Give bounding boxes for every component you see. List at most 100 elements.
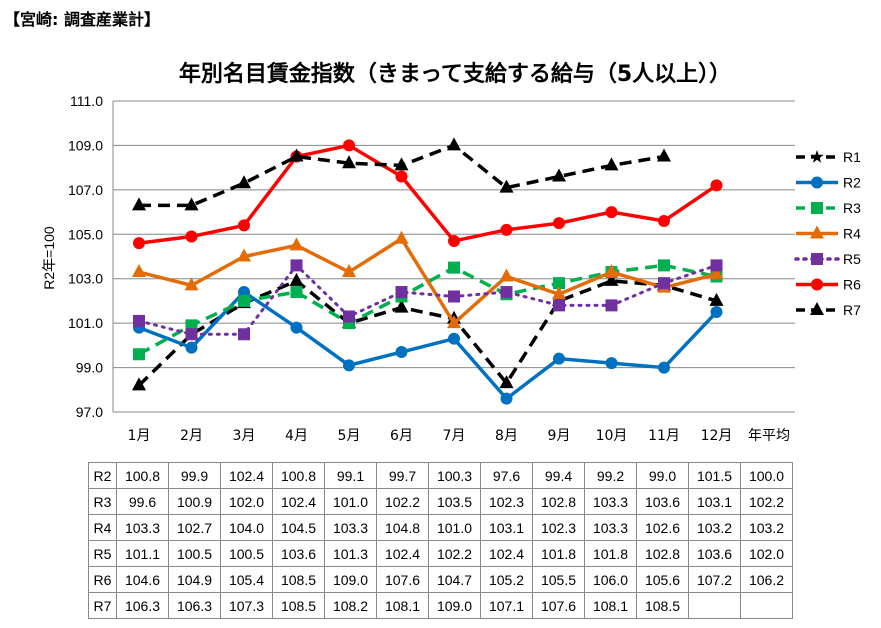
- data-point-R7: [394, 157, 409, 171]
- data-point-R3: [238, 294, 250, 307]
- table-cell: 108.5: [636, 592, 689, 619]
- series-line-R5: [137, 263, 718, 336]
- x-tick-label: 年平均: [748, 428, 790, 444]
- table-cell: 104.7: [428, 566, 481, 593]
- data-point-R7: [657, 148, 671, 162]
- x-tick-label: 10月: [596, 428, 628, 444]
- table-cell: 102.4: [376, 540, 429, 567]
- table-cell: 100.8: [116, 462, 169, 489]
- table-cell: 108.5: [272, 566, 325, 593]
- data-point-R1: [709, 292, 724, 306]
- chart-title: 年別名目賃金指数（きまって支給する給与（5人以上））: [179, 61, 731, 87]
- data-point-R7: [342, 155, 356, 169]
- table-cell: 101.8: [532, 540, 585, 567]
- table-cell: 102.3: [480, 488, 533, 515]
- table-cell: 103.5: [428, 488, 481, 515]
- table-cell: 102.8: [636, 540, 689, 567]
- data-point-R2: [395, 346, 408, 359]
- data-point-R3: [658, 259, 670, 272]
- y-tick-label: 109.0: [68, 137, 103, 153]
- table-cell: 108.2: [324, 592, 377, 619]
- data-point-R5: [395, 286, 408, 299]
- data-point-R7: [184, 197, 199, 211]
- table-cell: 106.0: [584, 566, 637, 593]
- table-cell: 109.0: [428, 592, 481, 619]
- legend-label-R3: R3: [843, 200, 861, 216]
- row-header: R3: [88, 488, 117, 515]
- table-cell: 101.0: [324, 488, 377, 515]
- table-cell: 101.5: [688, 462, 741, 489]
- table-cell: 106.3: [116, 592, 169, 619]
- data-point-R7: [604, 157, 619, 171]
- data-point-R1: [132, 377, 146, 391]
- y-tick-label: 103.0: [68, 271, 103, 287]
- table-cell: 103.3: [584, 488, 637, 515]
- table-cell: 103.6: [272, 540, 325, 567]
- data-point-R6: [553, 217, 565, 230]
- legend-label-R7: R7: [843, 302, 861, 318]
- table-row: R6 104.6 104.9 105.4 108.5 109.0 107.6 104.7 105…: [88, 566, 793, 593]
- y-axis-label: R2年=100: [41, 226, 57, 290]
- data-point-R7: [499, 179, 514, 193]
- data-point-R5: [710, 259, 723, 272]
- x-tick-label: 4月: [285, 428, 308, 444]
- data-point-R7: [132, 197, 146, 211]
- data-point-R6: [500, 223, 513, 236]
- table-cell: 104.0: [220, 514, 273, 541]
- table-cell: 107.6: [376, 566, 429, 593]
- data-point-R4: [394, 230, 409, 244]
- y-tick-label: 99.0: [76, 360, 103, 376]
- line-chart: 年別名目賃金指数（きまって支給する給与（5人以上）） R2年=100 97.0 9…: [41, 61, 861, 444]
- data-point-R6: [395, 170, 408, 183]
- table-cell: 103.1: [480, 514, 533, 541]
- data-point-R6: [185, 230, 198, 243]
- table-cell: 100.9: [168, 488, 221, 515]
- data-point-R6: [343, 139, 355, 152]
- table-cell: 102.8: [532, 488, 585, 515]
- data-point-R1: [604, 272, 619, 286]
- table-cell: 102.2: [428, 540, 481, 567]
- data-point-R5: [343, 310, 355, 323]
- table-cell: 102.4: [220, 462, 273, 489]
- x-tick-label: 7月: [443, 428, 466, 444]
- legend-label-R1: R1: [843, 149, 861, 165]
- table-cell: 102.3: [532, 514, 585, 541]
- y-tick-label: 111.0: [70, 93, 103, 109]
- x-tick-label: 8月: [495, 428, 518, 444]
- legend-marker-R1: [810, 150, 824, 163]
- table-cell: 103.3: [324, 514, 377, 541]
- table-cell: 102.4: [272, 488, 325, 515]
- x-tick-label: 11月: [648, 428, 680, 444]
- data-point-R1: [499, 375, 514, 389]
- data-point-R2: [185, 341, 198, 354]
- row-header: R5: [88, 540, 117, 567]
- table-cell: 99.6: [116, 488, 169, 515]
- table-cell: 99.7: [376, 462, 429, 489]
- data-point-R5: [185, 328, 198, 341]
- table-cell: 107.3: [220, 592, 273, 619]
- data-point-R4: [342, 264, 356, 278]
- table-row: R4 103.3 102.7 104.0 104.5 103.3 104.8 101.0 103…: [88, 514, 793, 541]
- table-cell: 107.6: [532, 592, 585, 619]
- x-tick-label: 2月: [180, 428, 203, 444]
- data-point-R5: [658, 277, 670, 290]
- table-cell: 99.9: [168, 462, 221, 489]
- data-point-R4: [184, 277, 199, 291]
- table-cell: 100.5: [168, 540, 221, 567]
- table-cell: 106.2: [740, 566, 793, 593]
- table-cell: 104.5: [272, 514, 325, 541]
- data-point-R6: [658, 214, 670, 227]
- table-row: R5 101.1 100.5 100.5 103.6 101.3 102.4 102.2 102…: [88, 540, 793, 567]
- table-cell: 100.3: [428, 462, 481, 489]
- table-cell: 100.0: [740, 462, 793, 489]
- data-point-R1: [394, 299, 409, 313]
- data-point-R6: [238, 219, 250, 232]
- page-header: 【宮崎: 調査産業計】: [4, 10, 160, 29]
- data-point-R6: [448, 234, 460, 247]
- table-cell: 103.1: [688, 488, 741, 515]
- table-cell: 104.8: [376, 514, 429, 541]
- table-cell: 108.5: [272, 592, 325, 619]
- table-cell: 101.8: [584, 540, 637, 567]
- table-cell: 99.1: [324, 462, 377, 489]
- table-cell: 100.5: [220, 540, 273, 567]
